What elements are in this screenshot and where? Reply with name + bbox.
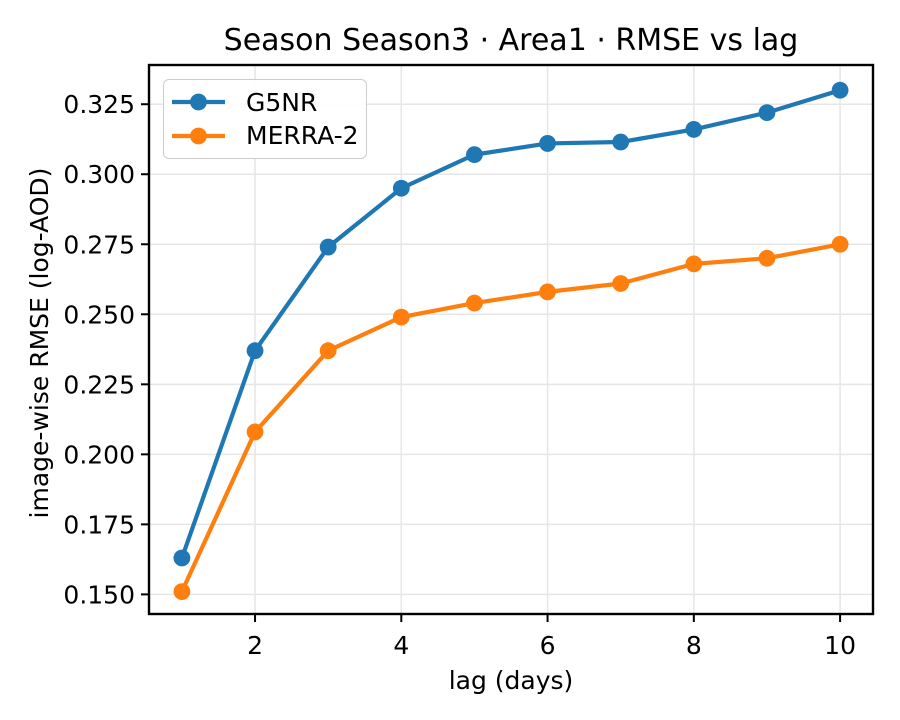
data-point-g5nr-lag4 <box>392 179 410 197</box>
legend-item-merra2: MERRA-2 <box>171 120 359 152</box>
data-point-merra-2-lag7 <box>612 275 630 292</box>
data-point-merra-2-lag2 <box>246 423 264 441</box>
legend: G5NR MERRA-2 <box>163 79 367 159</box>
y-tick-label-0.175: 0.175 <box>63 510 135 539</box>
data-point-g5nr-lag3 <box>319 238 337 256</box>
y-tick-label-0.225: 0.225 <box>63 370 135 399</box>
y-tick-label-0.300: 0.300 <box>63 160 135 189</box>
legend-marker-g5nr <box>190 93 207 111</box>
y-tick-label-0.200: 0.200 <box>63 440 135 469</box>
y-tick-label-0.150: 0.150 <box>63 580 135 609</box>
data-point-g5nr-lag2 <box>246 342 264 360</box>
data-point-merra-2-lag8 <box>685 255 703 273</box>
x-tick-label-6: 6 <box>540 631 556 660</box>
legend-label-merra2: MERRA-2 <box>246 121 359 151</box>
legend-item-g5nr: G5NR <box>171 86 358 118</box>
plot-content: 2 4 6 8 10 0.150 0.175 0.200 0.225 0.250 0.275 0.30… <box>63 63 875 660</box>
legend-marker-merra2 <box>190 127 207 145</box>
series-line-g5nr <box>179 88 843 561</box>
chart-title: Season Season3 · Area1 · RMSE vs lag <box>224 23 799 58</box>
data-point-g5nr-lag1 <box>173 549 191 567</box>
data-point-g5nr-lag9 <box>758 104 776 122</box>
y-axis-label: image-wise RMSE (log-AOD) <box>25 168 54 519</box>
data-point-merra-2-lag4 <box>392 308 410 326</box>
x-tick-label-2: 2 <box>247 631 263 660</box>
data-point-g5nr-lag8 <box>685 121 703 138</box>
series-line-merra-2 <box>179 242 843 594</box>
data-point-merra-2-lag10 <box>831 235 849 253</box>
data-point-merra-2-lag5 <box>466 294 483 312</box>
data-point-merra-2-lag1 <box>173 583 191 600</box>
data-point-g5nr-lag6 <box>539 135 556 152</box>
axes-frame <box>147 63 875 616</box>
x-axis-label: lag (days) <box>449 666 574 695</box>
data-point-g5nr-lag7 <box>612 133 630 151</box>
data-point-g5nr-lag5 <box>466 146 483 164</box>
data-point-g5nr-lag10 <box>831 81 849 99</box>
legend-line-sample-g5nr <box>172 93 225 111</box>
x-tick-label-8: 8 <box>686 631 702 660</box>
y-tick-label-0.275: 0.275 <box>63 230 135 259</box>
legend-line-sample-merra2 <box>172 127 225 145</box>
x-tick-label-10: 10 <box>824 631 856 660</box>
y-tick-label-0.325: 0.325 <box>63 90 135 119</box>
data-point-merra-2-lag9 <box>758 249 776 267</box>
data-point-merra-2-lag3 <box>319 342 337 360</box>
data-point-merra-2-lag6 <box>539 283 556 301</box>
legend-label-g5nr: G5NR <box>246 87 318 117</box>
x-tick-label-4: 4 <box>393 631 409 660</box>
y-tick-label-0.250: 0.250 <box>63 300 135 329</box>
